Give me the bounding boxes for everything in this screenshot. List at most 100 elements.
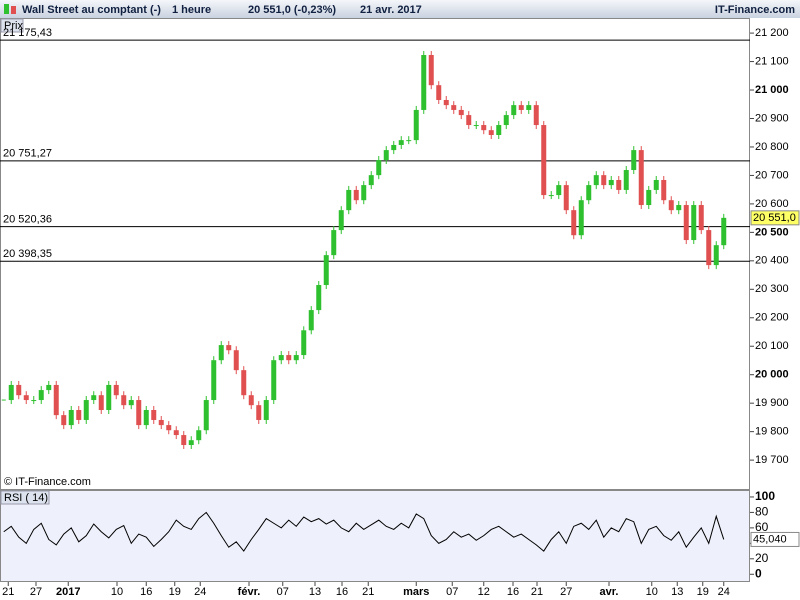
candle bbox=[286, 355, 292, 361]
candle bbox=[451, 105, 457, 110]
candle bbox=[721, 217, 727, 246]
x-tick-label: 27 bbox=[30, 586, 42, 598]
x-tick-label: 21 bbox=[531, 586, 543, 598]
candle bbox=[646, 189, 652, 206]
candle bbox=[53, 384, 59, 416]
x-tick-label: 16 bbox=[140, 586, 152, 598]
candle bbox=[578, 200, 584, 236]
candle bbox=[203, 400, 209, 431]
current-value-box bbox=[750, 531, 800, 547]
candle bbox=[316, 285, 322, 311]
candle bbox=[196, 430, 202, 441]
candle bbox=[481, 125, 487, 131]
candle bbox=[31, 400, 37, 402]
candle bbox=[413, 109, 419, 141]
x-tick-label: 10 bbox=[646, 586, 658, 598]
candle bbox=[23, 395, 29, 401]
candle bbox=[436, 85, 442, 100]
candle bbox=[661, 179, 667, 201]
candle bbox=[638, 150, 644, 206]
candle bbox=[698, 205, 704, 231]
date: 21 avr. 2017 bbox=[360, 4, 422, 16]
current-value-box bbox=[750, 210, 800, 226]
candle bbox=[301, 330, 307, 356]
x-tick-label: 19 bbox=[697, 586, 709, 598]
candle bbox=[166, 425, 172, 431]
candle bbox=[226, 345, 232, 351]
candle bbox=[368, 175, 374, 186]
candle bbox=[121, 395, 127, 406]
candle bbox=[518, 105, 524, 110]
candle bbox=[421, 55, 427, 110]
x-tick-label: 19 bbox=[169, 586, 181, 598]
panel-label: RSI ( 14) bbox=[4, 492, 48, 504]
candle bbox=[691, 205, 697, 241]
y-tick-label: 20 700 bbox=[755, 169, 789, 181]
y-tick-label: 21 100 bbox=[755, 55, 789, 67]
x-tick-label: 16 bbox=[507, 586, 519, 598]
candle bbox=[458, 109, 464, 116]
candle bbox=[443, 99, 449, 106]
candle bbox=[136, 400, 142, 426]
y-tick-label: 20 000 bbox=[755, 369, 789, 381]
y-tick-label: 20 600 bbox=[755, 198, 789, 210]
y-tick-label: 20 500 bbox=[755, 226, 789, 238]
candle bbox=[98, 395, 104, 411]
candle bbox=[263, 400, 269, 420]
candle bbox=[683, 205, 689, 241]
candle bbox=[526, 105, 532, 110]
y-tick-label: 19 700 bbox=[755, 454, 789, 466]
x-tick-label: avr. bbox=[600, 586, 619, 598]
watermark: © IT-Finance.com bbox=[4, 476, 91, 488]
period: 1 heure bbox=[172, 4, 211, 16]
candle bbox=[46, 384, 52, 391]
candle bbox=[331, 230, 337, 256]
candle bbox=[676, 205, 682, 211]
candle bbox=[181, 435, 187, 446]
candle bbox=[466, 115, 472, 126]
candle bbox=[346, 189, 352, 211]
y-tick-label: 20 800 bbox=[755, 141, 789, 153]
candle bbox=[361, 185, 367, 201]
brand: IT-Finance.com bbox=[715, 4, 795, 16]
candle bbox=[428, 55, 434, 86]
candle bbox=[376, 160, 382, 176]
y-tick-label: 20 100 bbox=[755, 340, 789, 352]
x-tick-label: 16 bbox=[336, 586, 348, 598]
candle bbox=[151, 410, 157, 420]
candle bbox=[383, 150, 389, 161]
candle bbox=[541, 125, 547, 196]
y-tick-label: 80 bbox=[755, 505, 769, 519]
candle bbox=[653, 179, 659, 190]
candle bbox=[496, 125, 502, 136]
x-tick-label: 21 bbox=[362, 586, 374, 598]
x-tick-label: mars bbox=[403, 586, 429, 598]
candle bbox=[211, 360, 217, 401]
x-tick-label: 12 bbox=[478, 586, 490, 598]
candle bbox=[503, 115, 509, 126]
candle bbox=[406, 140, 412, 142]
icon bbox=[11, 6, 16, 14]
panel-tag bbox=[0, 18, 24, 33]
y-tick-label: 21 200 bbox=[755, 27, 789, 39]
quote: 20 551,0 (-0,23%) bbox=[248, 4, 336, 16]
candle bbox=[571, 210, 577, 236]
candle bbox=[548, 195, 554, 197]
candle bbox=[143, 410, 149, 426]
y-tick-label: 20 900 bbox=[755, 112, 789, 124]
instrument: Wall Street au comptant (-) bbox=[22, 4, 161, 16]
price-panel bbox=[0, 18, 750, 490]
y-tick-label: 20 400 bbox=[755, 255, 789, 267]
candle bbox=[271, 360, 277, 401]
rsi-panel bbox=[0, 490, 750, 582]
y-tick-label: 19 800 bbox=[755, 426, 789, 438]
level-label: 20 398,35 bbox=[3, 248, 52, 260]
candle bbox=[608, 179, 614, 186]
level-label: 21 175,43 bbox=[3, 27, 52, 39]
candle bbox=[586, 185, 592, 201]
x-tick-label: 10 bbox=[111, 586, 123, 598]
x-tick-label: 07 bbox=[446, 586, 458, 598]
candle bbox=[61, 415, 67, 426]
y-tick-label: 19 900 bbox=[755, 397, 789, 409]
candle bbox=[398, 140, 404, 145]
